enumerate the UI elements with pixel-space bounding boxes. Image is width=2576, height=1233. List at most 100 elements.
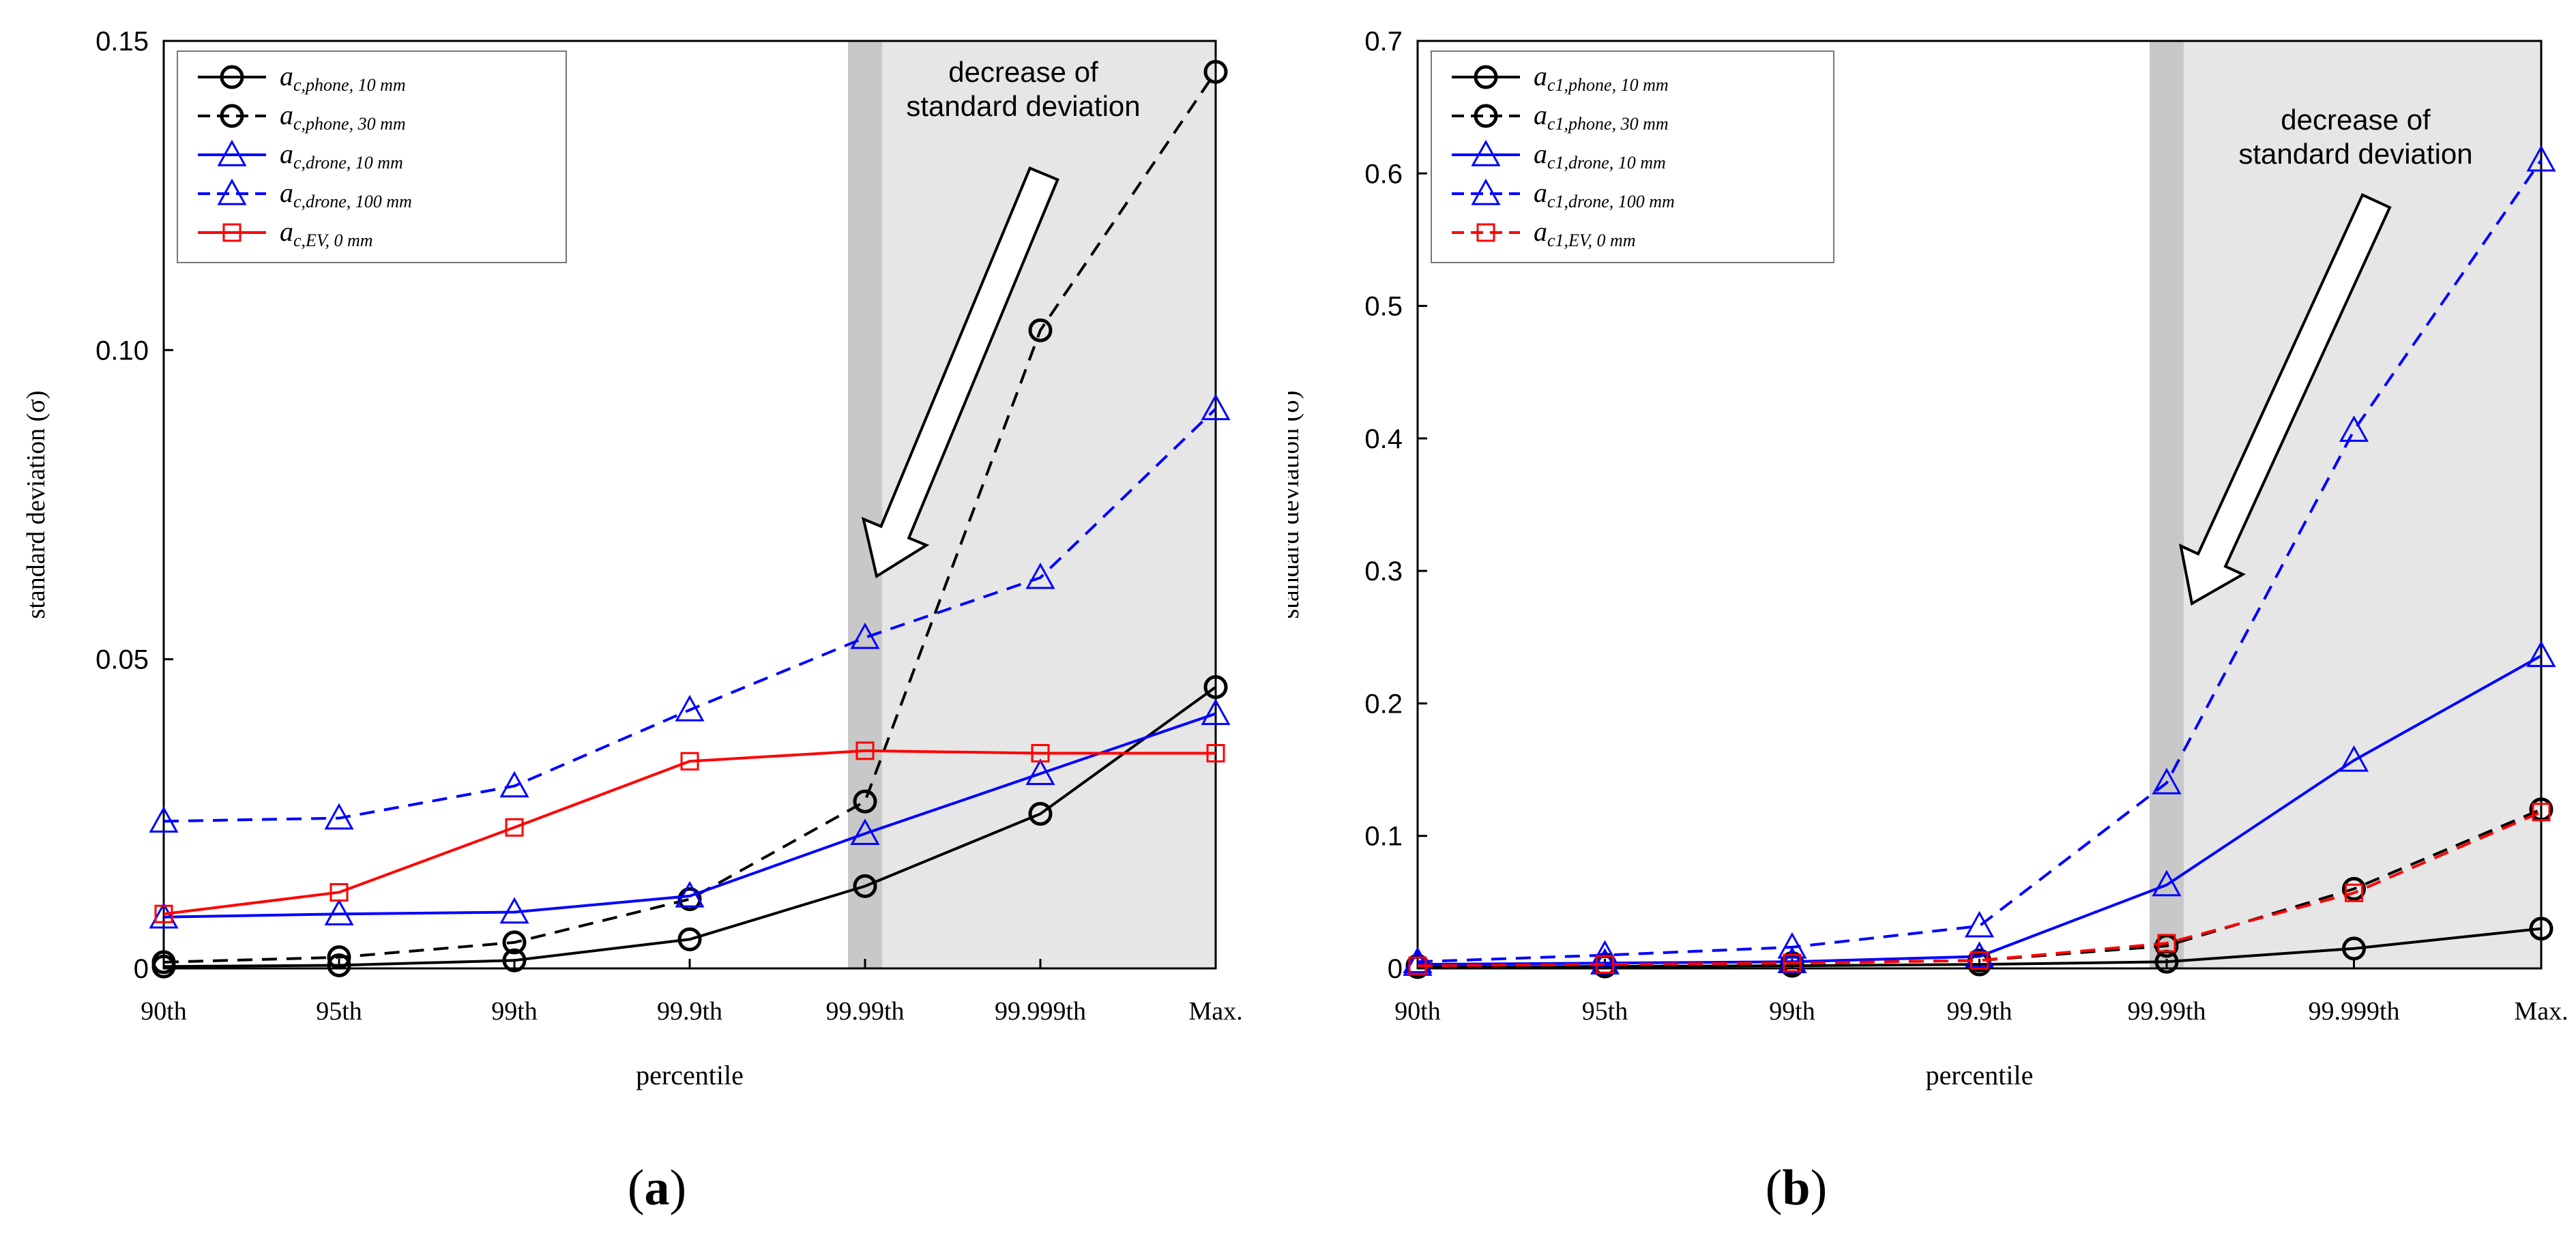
chart-a-legend-marker-1 <box>220 104 244 128</box>
chart-b-xtick-label: Max. <box>2514 997 2568 1026</box>
chart-a-series-1-point <box>502 930 527 955</box>
chart-b-ytick-label: 0.6 <box>1364 159 1403 189</box>
chart-a-series-3-point <box>850 622 880 649</box>
chart-a-series-3-point <box>1025 562 1055 589</box>
chart-a-series-1-point <box>1028 318 1053 342</box>
chart-a-legend-box <box>177 50 567 263</box>
chart-a-xtick-label: 90th <box>141 997 187 1026</box>
chart-a-legend-label-main: a <box>280 61 293 91</box>
chart-b-legend-label-main: a <box>1534 216 1547 247</box>
chart-a-series-2-point <box>499 897 529 924</box>
chart-b-series-4-point <box>2157 934 2176 953</box>
chart-b-legend-label-sub: c1,drone, 10 mm <box>1547 153 1666 173</box>
chart-a-xtick-label: 99.99th <box>825 997 904 1026</box>
chart-b-ytick-label: 0.7 <box>1364 27 1403 57</box>
chart-a-series-3-point <box>675 694 705 722</box>
chart-a-series-4-point <box>505 818 524 837</box>
chart-b-legend-label-sub: c1,phone, 10 mm <box>1547 75 1669 95</box>
chart-panel-a: 0 0.05 0.10 0.15 90th 95th 99th 99.9th 99.99th 99… <box>22 27 1243 1216</box>
chart-b-series-4-point <box>2532 803 2551 822</box>
chart-b-shaded-region <box>2150 41 2541 968</box>
chart-a-series-0-line <box>163 685 1217 968</box>
chart-b-ytick-label: 0.1 <box>1364 822 1403 852</box>
chart-b-annotation-text: decrease of <box>2281 104 2431 136</box>
chart-a-series-1-line <box>163 71 1217 964</box>
chart-b-series-2-point <box>2526 640 2556 668</box>
chart-b-series-3-point <box>2526 145 2556 172</box>
chart-b-ytick-label: 0 <box>1388 954 1403 984</box>
panel-label-b: (b) <box>1765 1160 1828 1216</box>
chart-a-series-0-point <box>327 953 351 977</box>
chart-b-series-4-point <box>1970 951 1989 970</box>
chart-b-legend-marker-3 <box>1471 178 1501 205</box>
chart-panel-b: 0 0.1 0.2 0.3 0.4 0.5 0.6 0.7 90th 95th 99th 99.9th… <box>1288 0 2576 1233</box>
chart-a-series-2-point <box>1201 698 1231 726</box>
chart-a-series-1-point <box>853 789 877 814</box>
chart-b-xtick-label: 99th <box>1769 997 1815 1026</box>
chart-a-xtick-label: 99th <box>491 997 538 1026</box>
chart-a-series-4-point <box>154 904 173 923</box>
chart-a-series-4-point <box>1031 743 1050 762</box>
chart-a-series-1-point <box>677 887 702 911</box>
chart-a-ytick-label: 0 <box>134 954 149 984</box>
chart-b-x-axis-label: percentile <box>1926 1060 2034 1090</box>
chart-a-ytick-label: 0.15 <box>96 27 149 57</box>
chart-b-xtick-label: 99.9th <box>1946 997 2012 1026</box>
chart-b-series-4-point <box>2345 883 2363 902</box>
chart-a-series-1-point <box>327 945 351 970</box>
chart-a-legend-label-main: a <box>280 177 293 208</box>
chart-a-legend-label-main: a <box>280 216 293 247</box>
chart-b-series-1-line <box>1417 808 2542 968</box>
chart-a-legend-label-sub: c,drone, 10 mm <box>293 153 403 173</box>
chart-a-svg: 0 0.05 0.10 0.15 90th 95th 99th 99.9th 99.99th 99… <box>22 27 1243 1090</box>
chart-a-legend-marker-4 <box>222 223 241 242</box>
chart-a-series-2-point <box>1025 758 1055 786</box>
chart-b-legend-label-3: ac1,drone, 100 mm <box>1534 177 1675 211</box>
chart-a-series-0-point <box>853 874 877 898</box>
chart-b-series-2-point <box>2152 870 2182 897</box>
chart-a-series-1-point <box>1203 59 1228 84</box>
chart-a-series-1-point <box>151 950 176 975</box>
chart-a-series-3-point <box>324 803 354 830</box>
chart-b-y-axis-label: standard deviation (σ) <box>1288 391 1304 619</box>
chart-a-series-0-point <box>502 948 527 972</box>
chart-b-series-3-point <box>2339 415 2369 442</box>
chart-a-ytick-label: 0.10 <box>96 336 149 366</box>
chart-b-legend-label-main: a <box>1534 61 1547 91</box>
chart-b-series-2-point <box>2339 745 2369 772</box>
chart-b-ytick-label: 0.2 <box>1364 689 1403 719</box>
chart-a-ytick-label: 0.05 <box>96 645 149 675</box>
chart-b-series-4-line <box>1417 810 2542 968</box>
chart-a-legend-marker-3 <box>217 178 247 205</box>
chart-b-legend-marker-0 <box>1474 65 1498 89</box>
chart-a-series-3-point <box>149 806 179 833</box>
chart-b-xtick-label: 99.999th <box>2308 997 2399 1026</box>
chart-b-legend-label-4: ac1,EV, 0 mm <box>1534 216 1636 250</box>
chart-b-legend-label-main: a <box>1534 100 1547 130</box>
chart-b-series-3-point <box>1590 940 1620 967</box>
chart-b-series-2-line <box>1417 654 2542 966</box>
chart-a-series-4-point <box>330 882 349 902</box>
chart-a-legend-label-0: ac,phone, 10 mm <box>280 61 406 95</box>
chart-a-legend-label-2: ac,drone, 10 mm <box>280 138 403 173</box>
chart-a-annotation-arrow <box>861 166 1059 579</box>
chart-b-ytick-label: 0.5 <box>1364 292 1403 322</box>
chart-a-legend-marker-0 <box>220 65 244 89</box>
chart-a-legend-label-sub: c,drone, 100 mm <box>293 192 412 211</box>
chart-b-legend-marker-2 <box>1471 139 1501 166</box>
chart-b-xtick-label: 90th <box>1394 997 1441 1026</box>
chart-a-series-2-point <box>850 818 880 846</box>
chart-a-series-2-point <box>324 899 354 925</box>
chart-a-legend-label-sub: c,EV, 0 mm <box>293 231 373 250</box>
chart-b-legend-label-main: a <box>1534 138 1547 169</box>
chart-a-series-2-point <box>149 902 179 929</box>
chart-b-series-2-point <box>1964 941 1995 968</box>
chart-b-shaded-band <box>2150 41 2184 968</box>
chart-a-xtick-label: 99.9th <box>657 997 722 1026</box>
chart-a-series-3-point <box>1201 393 1231 421</box>
chart-a-annotation-text: decrease of <box>948 56 1098 88</box>
chart-b-legend-label-0: ac1,phone, 10 mm <box>1534 61 1669 95</box>
chart-a-series-3-point <box>499 771 529 798</box>
chart-a-series-0-point <box>677 927 702 951</box>
chart-b-xtick-label: 95th <box>1582 997 1628 1026</box>
